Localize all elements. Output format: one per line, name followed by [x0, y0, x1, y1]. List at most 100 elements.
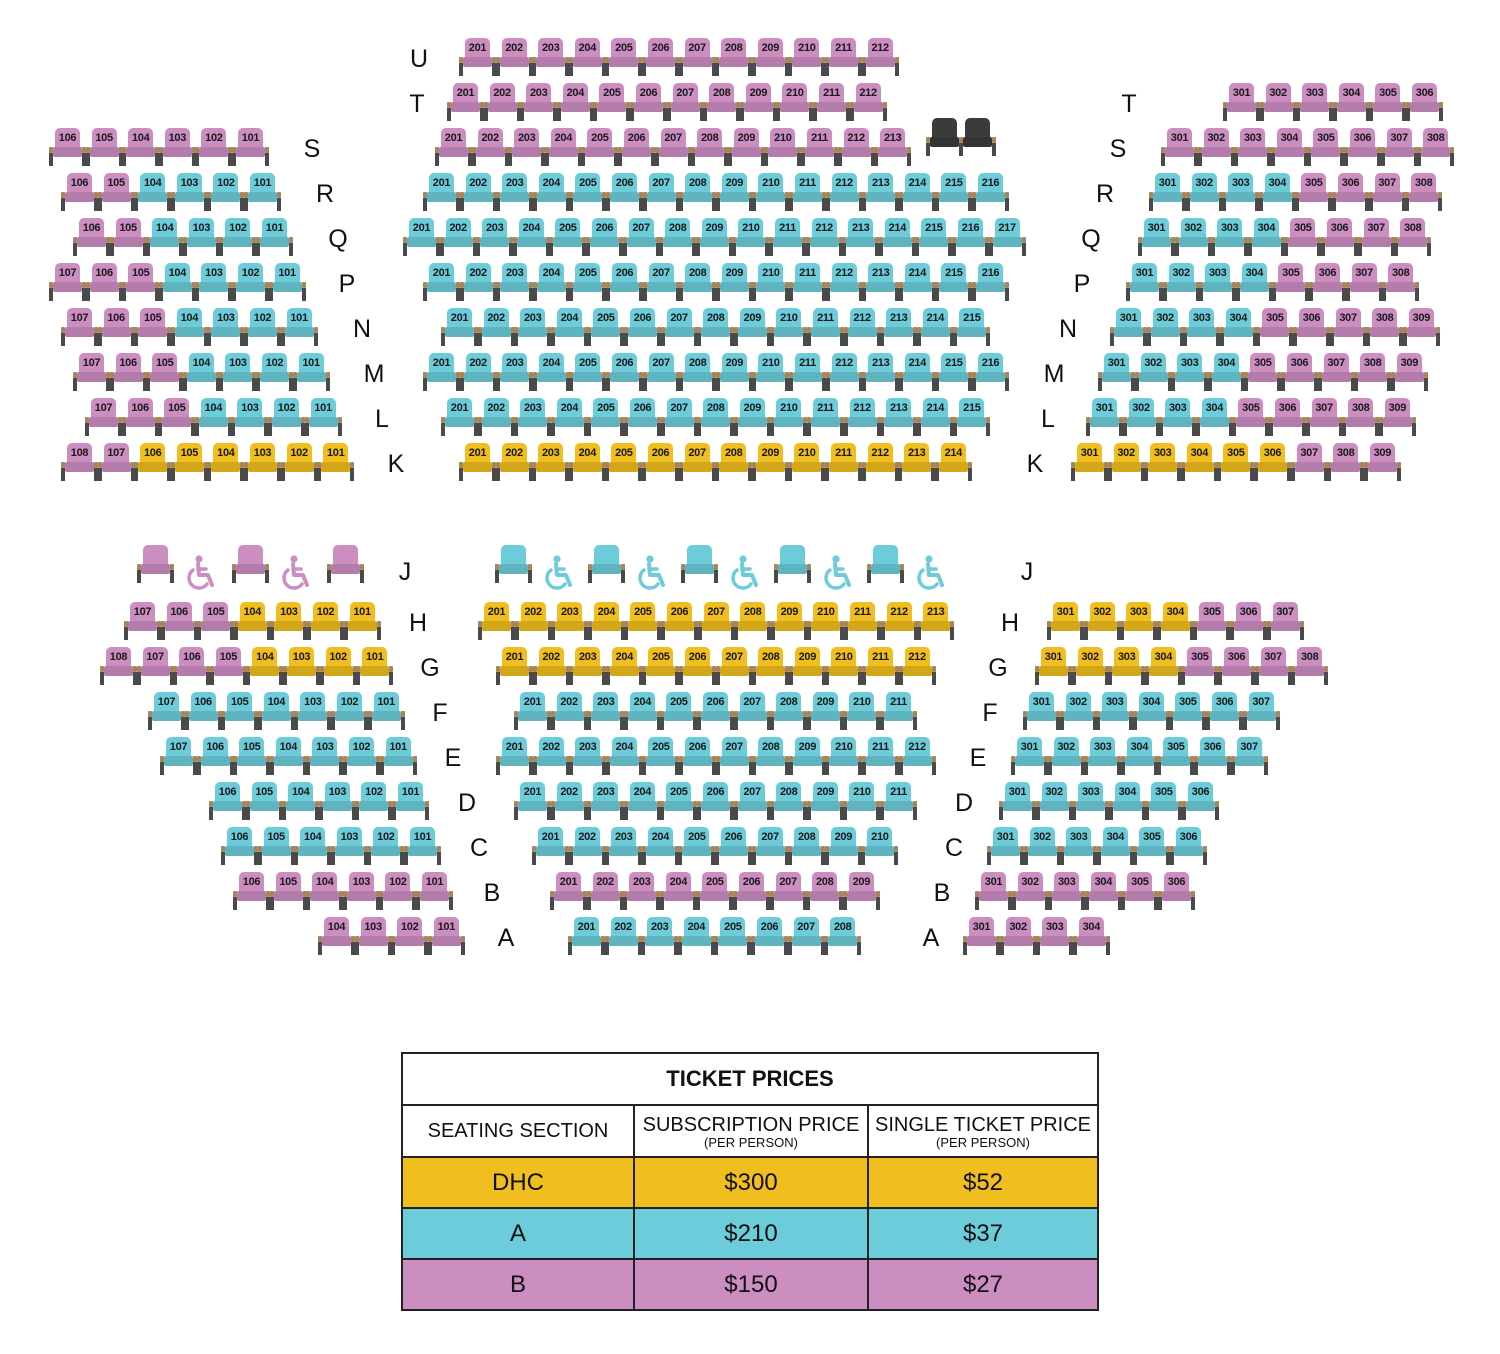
seat-208[interactable]: 208 [788, 827, 826, 865]
seat-101[interactable]: 101 [427, 917, 465, 955]
seat-211[interactable]: 211 [825, 38, 862, 76]
seat-305[interactable]: 305 [1157, 737, 1195, 775]
seat-102[interactable]: 102 [319, 647, 357, 685]
seat-201[interactable]: 201 [435, 128, 472, 166]
seat-103[interactable]: 103 [270, 602, 308, 640]
seat-203[interactable]: 203 [587, 692, 625, 730]
seat-210[interactable]: 210 [732, 218, 770, 256]
accessible-companion-seat[interactable] [588, 545, 625, 583]
seat-204[interactable]: 204 [587, 602, 625, 640]
seat-302[interactable]: 302 [1185, 173, 1223, 211]
seat-303[interactable]: 303 [1211, 218, 1249, 256]
seat-204[interactable]: 204 [623, 692, 661, 730]
seat-215[interactable]: 215 [935, 263, 973, 301]
seat-305[interactable]: 305 [1133, 827, 1171, 865]
seat-205[interactable]: 205 [569, 263, 607, 301]
seat-103[interactable]: 103 [294, 692, 332, 730]
seat-202[interactable]: 202 [471, 128, 509, 166]
seat-301[interactable]: 301 [1011, 737, 1048, 775]
seat-201[interactable]: 201 [423, 353, 460, 391]
seat-303[interactable]: 303 [1171, 353, 1209, 391]
seat-106[interactable]: 106 [61, 173, 98, 211]
seat-107[interactable]: 107 [61, 308, 98, 346]
seat-217[interactable]: 217 [988, 218, 1026, 256]
seat-102[interactable]: 102 [391, 917, 429, 955]
seat-106[interactable]: 106 [221, 827, 258, 865]
seat-302[interactable]: 302 [1023, 827, 1061, 865]
seat-305[interactable]: 305 [1232, 398, 1270, 436]
seat-107[interactable]: 107 [148, 692, 185, 730]
seat-213[interactable]: 213 [862, 173, 900, 211]
seat-106[interactable]: 106 [209, 782, 246, 820]
seat-208[interactable]: 208 [715, 443, 753, 481]
accessible-companion-seat[interactable] [327, 545, 364, 583]
seat-307[interactable]: 307 [1254, 647, 1292, 685]
seat-204[interactable]: 204 [512, 218, 550, 256]
seat-208[interactable]: 208 [770, 692, 808, 730]
seat-307[interactable]: 307 [1317, 353, 1355, 391]
seat-304[interactable]: 304 [1096, 827, 1134, 865]
seat-209[interactable]: 209 [727, 128, 765, 166]
seat-306[interactable]: 306 [1406, 83, 1443, 121]
seat-106[interactable]: 106 [196, 737, 234, 775]
seat-211[interactable]: 211 [862, 737, 899, 775]
seat-207[interactable]: 207 [733, 782, 771, 820]
seat-105[interactable]: 105 [85, 128, 123, 166]
seat-301[interactable]: 301 [1098, 353, 1135, 391]
seat-206[interactable]: 206 [642, 443, 679, 481]
seat-303[interactable]: 303 [1084, 737, 1122, 775]
seat-211[interactable]: 211 [862, 647, 899, 685]
seat-307[interactable]: 307 [1345, 263, 1383, 301]
seat-208[interactable]: 208 [679, 263, 717, 301]
seat-301[interactable]: 301 [963, 917, 1000, 955]
seat-203[interactable]: 203 [569, 647, 607, 685]
seat-106[interactable]: 106 [109, 353, 147, 391]
seat-105[interactable]: 105 [257, 827, 295, 865]
seat-211[interactable]: 211 [825, 443, 862, 481]
seat-305[interactable]: 305 [1307, 128, 1345, 166]
seat-106[interactable]: 106 [121, 398, 159, 436]
seat-207[interactable]: 207 [642, 263, 680, 301]
seat-205[interactable]: 205 [549, 218, 587, 256]
seat-201[interactable]: 201 [550, 872, 587, 910]
seat-206[interactable]: 206 [733, 872, 770, 910]
seat-216[interactable]: 216 [972, 353, 1009, 391]
seat-307[interactable]: 307 [1380, 128, 1418, 166]
seat-204[interactable]: 204 [544, 128, 582, 166]
seat-210[interactable]: 210 [770, 398, 808, 436]
seat-205[interactable]: 205 [587, 398, 625, 436]
seat-202[interactable]: 202 [459, 263, 497, 301]
seat-103[interactable]: 103 [207, 308, 245, 346]
seat-205[interactable]: 205 [569, 173, 607, 211]
seat-203[interactable]: 203 [587, 782, 625, 820]
seat-214[interactable]: 214 [934, 443, 972, 481]
seat-204[interactable]: 204 [568, 443, 606, 481]
seat-201[interactable]: 201 [447, 83, 484, 121]
seat-210[interactable]: 210 [861, 827, 899, 865]
seat-301[interactable]: 301 [1023, 692, 1060, 730]
seat-103[interactable]: 103 [231, 398, 269, 436]
accessible-companion-seat[interactable] [681, 545, 718, 583]
seat-306[interactable]: 306 [1230, 602, 1267, 640]
seat-208[interactable]: 208 [715, 38, 753, 76]
seat-203[interactable]: 203 [641, 917, 679, 955]
seat-211[interactable]: 211 [880, 782, 917, 820]
seat-307[interactable]: 307 [1230, 737, 1268, 775]
seat-103[interactable]: 103 [158, 128, 196, 166]
seat-303[interactable]: 303 [1048, 872, 1086, 910]
seat-306[interactable]: 306 [1182, 782, 1219, 820]
seat-303[interactable]: 303 [1072, 782, 1110, 820]
seat-212[interactable]: 212 [843, 398, 881, 436]
seat-103[interactable]: 103 [283, 647, 320, 685]
seat-212[interactable]: 212 [861, 38, 899, 76]
seat-214[interactable]: 214 [898, 263, 936, 301]
seat-304[interactable]: 304 [1219, 308, 1257, 346]
seat-105[interactable]: 105 [97, 173, 135, 211]
seat-305[interactable]: 305 [1193, 602, 1231, 640]
seat-210[interactable]: 210 [752, 173, 790, 211]
seat-103[interactable]: 103 [244, 443, 281, 481]
seat-304[interactable]: 304 [1180, 443, 1218, 481]
seat-102[interactable]: 102 [268, 398, 305, 436]
seat-301[interactable]: 301 [1223, 83, 1260, 121]
seat-208[interactable]: 208 [770, 782, 808, 820]
